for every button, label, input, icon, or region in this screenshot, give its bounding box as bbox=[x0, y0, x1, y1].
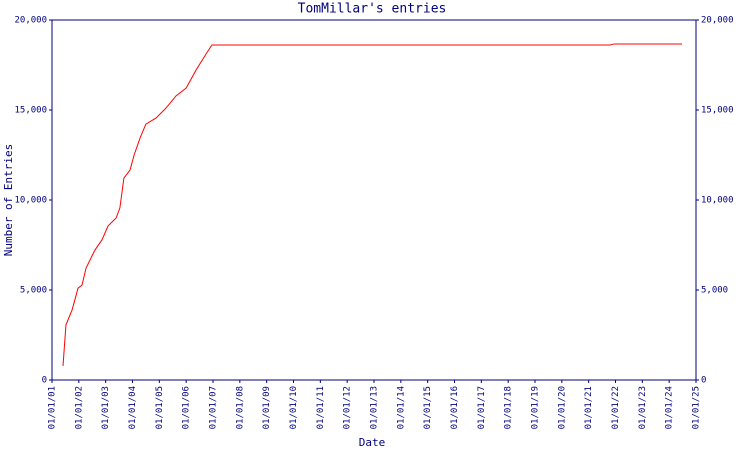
x-tick-label: 01/01/01 bbox=[48, 386, 58, 429]
x-tick-label: 01/01/21 bbox=[584, 386, 594, 429]
x-tick-label: 01/01/05 bbox=[155, 386, 165, 429]
x-tick-label: 01/01/19 bbox=[531, 386, 541, 429]
data-line bbox=[62, 43, 683, 366]
x-tick-label: 01/01/14 bbox=[396, 386, 406, 429]
y2-tick-label: 0 bbox=[701, 376, 706, 386]
x-tick-label: 01/01/09 bbox=[262, 386, 272, 429]
x-tick-label: 01/01/16 bbox=[450, 386, 460, 429]
x-tick-label: 01/01/13 bbox=[370, 386, 380, 429]
x-tick-label: 01/01/20 bbox=[557, 386, 567, 429]
x-tick-label: 01/01/24 bbox=[665, 386, 675, 429]
y-tick-label: 15,000 bbox=[14, 106, 47, 116]
y-axis-label: Number of Entries bbox=[2, 144, 15, 257]
x-tick-label: 01/01/23 bbox=[638, 386, 648, 429]
x-tick-label: 01/01/04 bbox=[128, 386, 138, 429]
x-tick-label: 01/01/22 bbox=[611, 386, 621, 429]
x-tick-label: 01/01/06 bbox=[182, 386, 192, 429]
y2-tick-label: 10,000 bbox=[701, 196, 734, 206]
y-tick-label: 20,000 bbox=[14, 16, 47, 26]
x-tick-label: 01/01/11 bbox=[316, 386, 326, 429]
y-tick-label: 10,000 bbox=[14, 196, 47, 206]
plot-frame bbox=[51, 19, 697, 381]
x-tick-label: 01/01/18 bbox=[504, 386, 514, 429]
x-tick-label: 01/01/12 bbox=[343, 386, 353, 429]
x-tick-label: 01/01/08 bbox=[235, 386, 245, 429]
y2-tick-label: 5,000 bbox=[701, 286, 728, 296]
y2-tick-label: 20,000 bbox=[701, 16, 734, 26]
x-tick-label: 01/01/17 bbox=[477, 386, 487, 429]
x-axis-label: Date bbox=[359, 436, 386, 449]
x-tick-label: 01/01/15 bbox=[423, 386, 433, 429]
x-tick-label: 01/01/02 bbox=[74, 386, 84, 429]
chart-title: TomMillar's entries bbox=[298, 2, 447, 17]
y-tick-label: 5,000 bbox=[20, 286, 47, 296]
x-tick-label: 01/01/10 bbox=[289, 386, 299, 429]
x-tick-label: 01/01/03 bbox=[101, 386, 111, 429]
y2-tick-label: 15,000 bbox=[701, 106, 734, 116]
x-tick-label: 01/01/07 bbox=[209, 386, 219, 429]
x-tick-label: 01/01/25 bbox=[692, 386, 702, 429]
y-tick-label: 0 bbox=[42, 376, 47, 386]
